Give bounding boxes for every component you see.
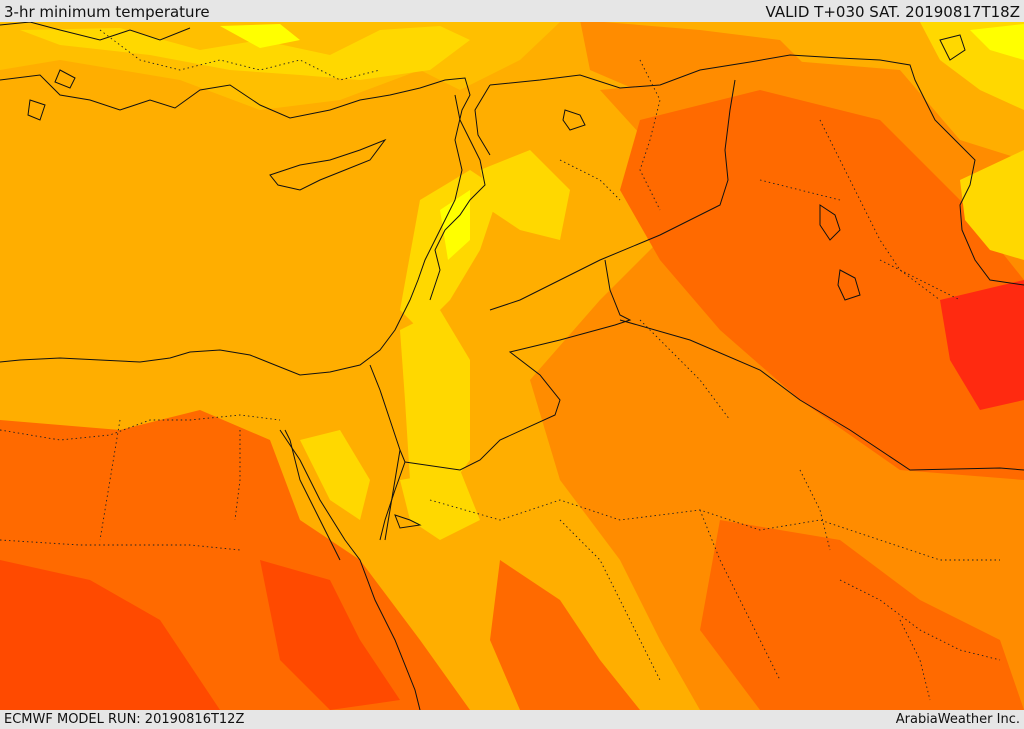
model-run-label: ECMWF MODEL RUN: 20190816T12Z bbox=[4, 712, 245, 727]
credit-label: ArabiaWeather Inc. bbox=[895, 712, 1020, 727]
temperature-map[interactable] bbox=[0, 22, 1024, 710]
coastline-layer bbox=[0, 22, 966, 710]
warm-zone-layer bbox=[0, 22, 1024, 710]
map-canvas bbox=[0, 22, 1024, 710]
map-footer: ECMWF MODEL RUN: 20190816T12Z ArabiaWeat… bbox=[0, 710, 1024, 729]
border-layer bbox=[369, 54, 1024, 541]
subregion-layer bbox=[0, 29, 1001, 701]
map-title: 3-hr minimum temperature bbox=[4, 3, 210, 21]
cool-zone-layer bbox=[0, 22, 1024, 540]
map-header: 3-hr minimum temperature VALID T+030 SAT… bbox=[0, 0, 1024, 22]
valid-time: VALID T+030 SAT. 20190817T18Z bbox=[765, 3, 1020, 21]
